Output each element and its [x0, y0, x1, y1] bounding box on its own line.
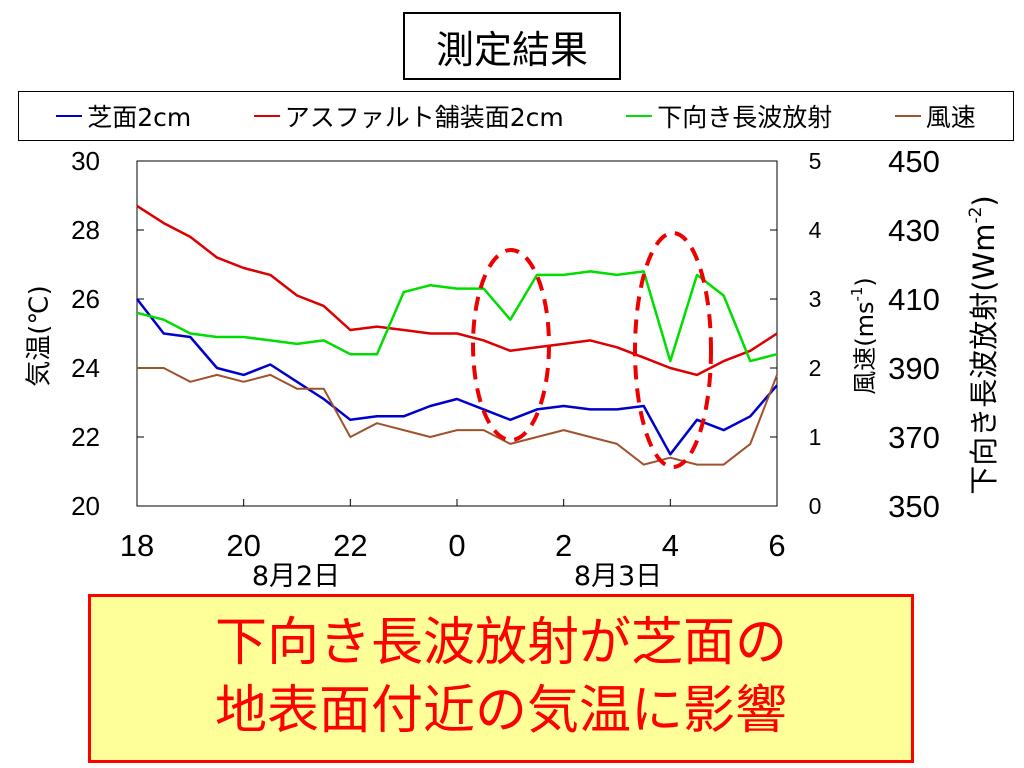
legend-label-longwave: 下向き長波放射	[657, 103, 833, 132]
wind-tick-label: 3	[809, 286, 822, 312]
series-layer	[136, 204, 778, 466]
date-label-aug3: 8月3日	[574, 561, 662, 592]
wind-tick-label: 4	[809, 217, 822, 243]
wind-axis-ticks: 0 1 2 3 4 5	[770, 148, 822, 519]
conclusion-line-1: 下向き長波放射が芝面の	[214, 613, 787, 673]
highlight-ellipse-1	[471, 248, 551, 442]
left-axis-label: 気温(℃)	[25, 285, 55, 387]
left-tick-label: 26	[71, 284, 100, 314]
longwave-tick-label: 450	[888, 144, 940, 179]
conclusion-line-2: 地表面付近の気温に影響	[214, 681, 787, 741]
legend-entry-grass: 芝面2cm	[56, 98, 191, 134]
wind-axis-label-end: )	[851, 277, 879, 286]
wind-axis-label: 風速(ms-1)	[848, 277, 880, 395]
legend-label-grass: 芝面2cm	[87, 103, 192, 132]
longwave-axis-label: 下向き長波放射(Wm-2)	[966, 195, 1001, 495]
legend-line-longwave	[626, 114, 653, 118]
longwave-tick-label: 410	[888, 282, 940, 317]
x-tick-label: 18	[120, 528, 154, 563]
date-label-aug2: 8月2日	[252, 561, 340, 592]
series-line-asphalt	[136, 204, 778, 377]
wind-tick-label: 0	[809, 493, 822, 519]
wind-tick-label: 1	[809, 424, 822, 450]
left-axis-ticks: 20 22 24 26 28 30	[71, 146, 144, 521]
longwave-axis-ticks: 350 370 390 410 430 450	[888, 144, 940, 524]
longwave-axis-label-main: 下向き長波放射(Wm	[967, 224, 1001, 495]
x-axis-ticks: 18 20 22 0 2 4 6	[120, 499, 786, 563]
x-tick-label: 0	[448, 528, 465, 563]
legend-entry-longwave: 下向き長波放射	[626, 98, 832, 134]
highlight-ellipse-2	[633, 231, 713, 469]
legend-line-asphalt	[253, 114, 280, 118]
wind-axis-label-sup: -1	[848, 287, 866, 302]
legend-line-wind	[894, 114, 921, 118]
left-tick-label: 30	[71, 146, 100, 176]
longwave-tick-label: 370	[888, 420, 940, 455]
wind-tick-label: 5	[809, 148, 822, 174]
x-tick-label: 20	[226, 528, 260, 563]
legend-line-grass	[56, 114, 83, 118]
wind-axis-label-main: 風速(ms	[851, 302, 879, 395]
chart-legend: 芝面2cm アスファルト舗装面2cm 下向き長波放射 風速	[18, 91, 1014, 141]
left-tick-label: 22	[71, 422, 100, 452]
legend-label-asphalt: アスファルト舗装面2cm	[284, 103, 564, 132]
wind-tick-label: 2	[809, 355, 822, 381]
x-tick-label: 4	[662, 528, 679, 563]
legend-entry-asphalt: アスファルト舗装面2cm	[253, 98, 564, 134]
slide-title: 測定結果	[403, 12, 621, 80]
longwave-axis-label-sup: -2	[966, 207, 986, 224]
series-line-wind	[137, 367, 778, 466]
x-tick-label: 6	[768, 528, 785, 563]
x-tick-label: 22	[333, 528, 367, 563]
left-tick-label: 20	[71, 491, 100, 521]
series-line-longwave	[136, 270, 778, 363]
series-line-grass	[136, 298, 778, 456]
longwave-tick-label: 350	[888, 489, 940, 524]
longwave-tick-label: 430	[888, 213, 940, 248]
legend-entry-wind: 風速	[894, 98, 976, 134]
left-tick-label: 28	[71, 215, 100, 245]
left-tick-label: 24	[71, 353, 100, 383]
x-tick-label: 2	[555, 528, 572, 563]
conclusion-box: 下向き長波放射が芝面の 地表面付近の気温に影響	[88, 594, 914, 763]
legend-label-wind: 風速	[925, 103, 976, 132]
longwave-tick-label: 390	[888, 351, 940, 386]
longwave-axis-label-end: )	[967, 195, 1001, 206]
